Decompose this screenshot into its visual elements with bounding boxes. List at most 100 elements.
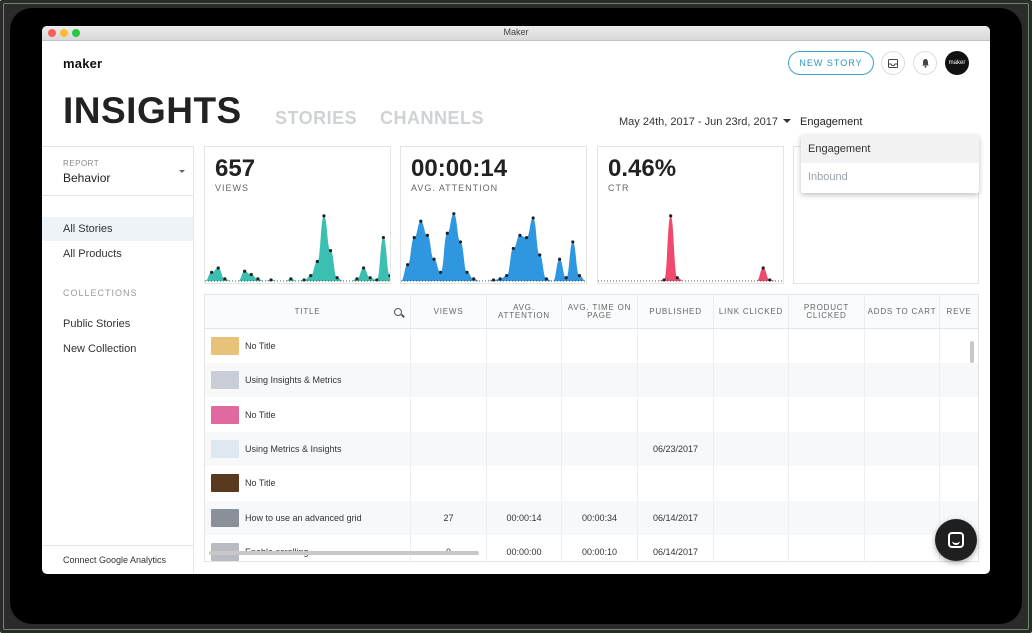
table-row[interactable]: No Title — [205, 466, 978, 501]
sidebar-item-all-products[interactable]: All Products — [63, 248, 122, 260]
bell-icon[interactable] — [913, 51, 937, 75]
data-point[interactable] — [355, 277, 359, 281]
story-title[interactable]: Using Metrics & Insights — [245, 443, 342, 454]
chat-launcher-button[interactable] — [935, 519, 977, 561]
data-point[interactable] — [425, 233, 430, 237]
data-point[interactable] — [465, 270, 469, 274]
data-point[interactable] — [432, 257, 436, 261]
data-point[interactable] — [669, 214, 673, 218]
data-point[interactable] — [768, 278, 772, 282]
column-header[interactable]: TITLE — [205, 295, 411, 328]
data-point[interactable] — [472, 277, 476, 281]
data-point[interactable] — [309, 273, 313, 278]
data-point[interactable] — [269, 278, 273, 282]
app-logo[interactable]: maker — [63, 56, 103, 71]
data-point[interactable] — [577, 273, 581, 278]
column-header[interactable]: LINK CLICKED — [714, 295, 789, 328]
data-point[interactable] — [662, 278, 666, 282]
sidebar-item-public-stories[interactable]: Public Stories — [63, 318, 131, 330]
data-point[interactable] — [335, 276, 339, 280]
data-point[interactable] — [524, 235, 529, 240]
metric-select[interactable]: Engagement — [800, 116, 863, 128]
sidebar-item-new-collection[interactable]: New Collection — [63, 343, 137, 355]
close-window-button[interactable] — [48, 29, 56, 37]
data-point[interactable] — [675, 276, 679, 280]
chevron-down-icon[interactable] — [179, 170, 185, 173]
data-point[interactable] — [445, 231, 449, 235]
table-row[interactable]: Enable scrolling000:00:0000:00:1006/14/2… — [205, 534, 978, 561]
tab-channels[interactable]: CHANNELS — [380, 108, 485, 128]
data-point[interactable] — [302, 278, 306, 282]
column-header[interactable]: ADDS TO CART — [865, 295, 940, 328]
chevron-down-icon[interactable] — [783, 119, 791, 123]
data-point[interactable] — [419, 219, 423, 223]
table-cell — [487, 363, 562, 398]
data-point[interactable] — [368, 276, 372, 280]
data-point[interactable] — [216, 266, 220, 270]
dropdown-option-inbound[interactable]: Inbound — [808, 171, 848, 183]
dropdown-option-engagement[interactable]: Engagement — [801, 135, 979, 163]
table-row[interactable]: Using Metrics & Insights 06/23/2017 — [205, 431, 978, 466]
minimize-window-button[interactable] — [60, 29, 68, 37]
sidebar-item-all-stories[interactable]: All Stories — [42, 217, 193, 241]
stories-table: TITLE VIEWS AVG. ATTENTION AVG. TIME ON PAG… — [204, 294, 979, 562]
story-title[interactable]: No Title — [245, 341, 276, 351]
table-row[interactable]: How to use an advanced grid 27 00:00:14 00:… — [205, 500, 978, 535]
vertical-scrollbar[interactable] — [970, 341, 974, 363]
inbox-icon[interactable] — [881, 51, 905, 75]
data-point[interactable] — [538, 253, 542, 257]
avatar[interactable]: maker — [945, 51, 969, 75]
data-point[interactable] — [412, 235, 416, 240]
data-point[interactable] — [452, 212, 456, 216]
data-point[interactable] — [531, 216, 535, 220]
metric-dropdown-menu: Engagement Inbound — [801, 135, 979, 193]
data-point[interactable] — [557, 257, 562, 261]
column-header[interactable]: AVG. ATTENTION — [487, 295, 562, 328]
data-point[interactable] — [564, 276, 568, 280]
column-header[interactable]: PUBLISHED — [638, 295, 714, 328]
data-point[interactable] — [439, 270, 443, 274]
data-point[interactable] — [210, 270, 214, 274]
data-point[interactable] — [458, 240, 463, 244]
data-point[interactable] — [361, 266, 366, 270]
tab-stories[interactable]: STORIES — [275, 108, 358, 128]
table-row[interactable]: Using Insights & Metrics — [205, 363, 978, 398]
data-point[interactable] — [381, 235, 385, 240]
data-point[interactable] — [328, 249, 333, 253]
data-point[interactable] — [761, 266, 765, 270]
data-point[interactable] — [322, 214, 326, 218]
data-point[interactable] — [518, 233, 522, 237]
column-header[interactable]: PRODUCT CLICKED — [789, 295, 865, 328]
search-icon[interactable] — [394, 308, 402, 316]
horizontal-scrollbar[interactable] — [209, 551, 479, 555]
table-row[interactable]: No Title — [205, 397, 978, 432]
data-point[interactable] — [406, 263, 410, 267]
data-point[interactable] — [544, 277, 548, 281]
story-title[interactable]: Using Insights & Metrics — [245, 375, 342, 386]
data-point[interactable] — [256, 277, 260, 281]
date-range-picker[interactable]: May 24th, 2017 - Jun 23rd, 2017 — [619, 116, 778, 128]
data-point[interactable] — [505, 273, 509, 278]
data-point[interactable] — [223, 277, 227, 281]
column-header[interactable]: REVE — [940, 295, 978, 328]
report-select[interactable]: Behavior — [63, 171, 111, 185]
story-title[interactable]: No Title — [245, 478, 276, 489]
data-point[interactable] — [289, 277, 293, 281]
data-point[interactable] — [498, 277, 502, 281]
data-point[interactable] — [388, 273, 390, 278]
connect-google-analytics-link[interactable]: Connect Google Analytics — [63, 555, 167, 565]
column-header[interactable]: VIEWS — [411, 295, 487, 328]
data-point[interactable] — [375, 278, 379, 282]
data-point[interactable] — [315, 259, 319, 264]
column-header[interactable]: AVG. TIME ON PAGE — [562, 295, 638, 328]
data-point[interactable] — [249, 272, 253, 277]
data-point[interactable] — [571, 240, 575, 244]
data-point[interactable] — [511, 246, 515, 251]
table-row[interactable]: No Title — [205, 329, 978, 363]
data-point[interactable] — [243, 269, 247, 273]
data-point[interactable] — [491, 278, 496, 282]
maximize-window-button[interactable] — [72, 29, 80, 37]
new-story-button[interactable]: NEW STORY — [788, 51, 874, 75]
story-title[interactable]: How to use an advanced grid — [245, 512, 362, 523]
story-title[interactable]: No Title — [245, 409, 276, 420]
